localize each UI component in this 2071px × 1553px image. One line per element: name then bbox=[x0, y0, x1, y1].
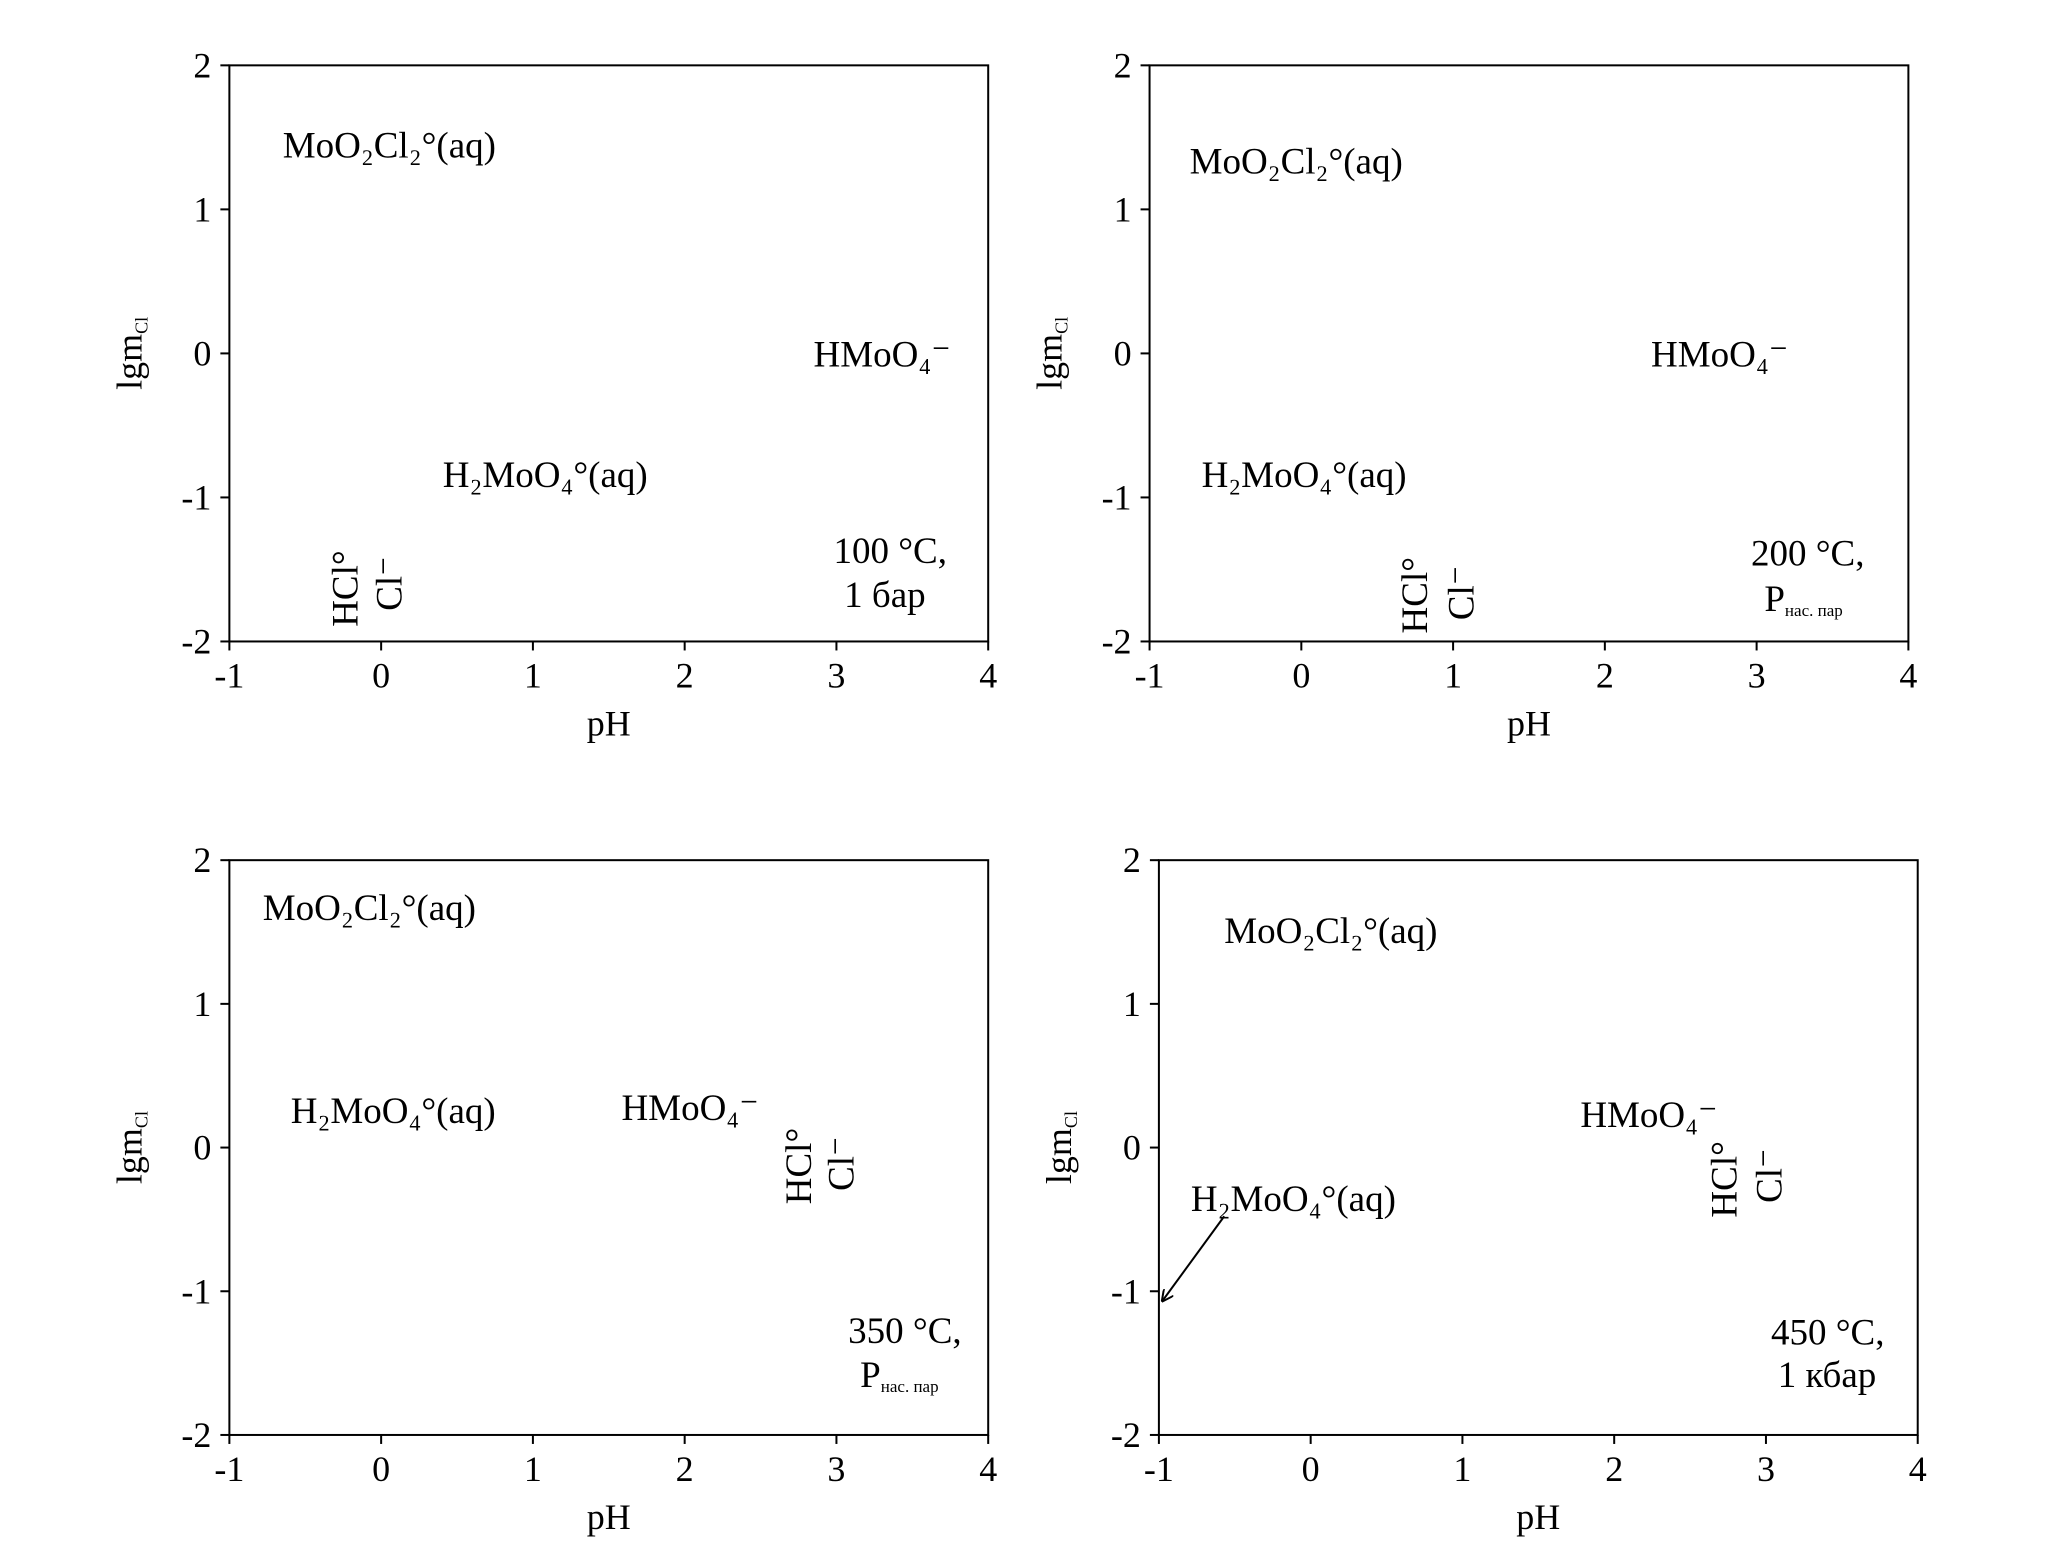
x-axis-title: pH bbox=[587, 703, 631, 743]
x-tick-label: 4 bbox=[1899, 655, 1917, 695]
y-tick-label: 2 bbox=[193, 840, 211, 880]
x-tick-label: 0 bbox=[1302, 1449, 1320, 1489]
annotation: Cl⁻ bbox=[1442, 566, 1483, 621]
y-tick-label: -1 bbox=[1111, 1271, 1141, 1311]
y-tick-label: 1 bbox=[1114, 189, 1132, 229]
annotation-main: P bbox=[1764, 579, 1785, 620]
y-tick-label: 2 bbox=[1114, 45, 1132, 85]
y-tick-label: -2 bbox=[181, 621, 211, 661]
annotation: H₂MoO₄°(aq) bbox=[443, 455, 648, 496]
x-tick-label: 4 bbox=[1909, 1449, 1927, 1489]
x-tick-label: 1 bbox=[1444, 655, 1462, 695]
annotation: 1 бар bbox=[844, 575, 926, 616]
y-axis-title-sub: Cl bbox=[131, 1111, 151, 1128]
y-tick-label: 0 bbox=[1123, 1128, 1141, 1168]
y-axis-title-sub: Cl bbox=[131, 317, 151, 334]
annotation-main: P bbox=[860, 1355, 881, 1396]
x-tick-label: 2 bbox=[676, 655, 694, 695]
y-axis-title-sub: Cl bbox=[1061, 1111, 1081, 1128]
annotation: MoO₂Cl₂°(aq) bbox=[263, 888, 476, 929]
y-axis-title-main: lgm bbox=[1030, 334, 1070, 390]
y-axis-title-sub: Cl bbox=[1052, 317, 1072, 334]
y-tick-label: 1 bbox=[1123, 984, 1141, 1024]
x-tick-label: -1 bbox=[214, 1449, 244, 1489]
x-tick-label: -1 bbox=[1144, 1449, 1174, 1489]
x-tick-label: -1 bbox=[214, 655, 244, 695]
panel: -1 0 1 2 3 4-2-1012pHlgmClMoO₂Cl₂°(aq)H₂MoO₄°… bbox=[1030, 45, 1918, 743]
x-tick-label: 1 bbox=[524, 655, 542, 695]
y-axis-title-main: lgm bbox=[109, 1128, 149, 1184]
y-axis-title: lgmCl bbox=[1039, 1111, 1081, 1184]
annotation: Pнас. пар bbox=[860, 1355, 938, 1396]
annotation: MoO₂Cl₂°(aq) bbox=[1224, 911, 1437, 952]
y-tick-label: -2 bbox=[1102, 621, 1132, 661]
annotation-sub: нас. пар bbox=[881, 1377, 939, 1396]
annotation: Cl⁻ bbox=[822, 1136, 863, 1191]
y-tick-label: 1 bbox=[193, 189, 211, 229]
y-axis-title: lgmCl bbox=[1030, 317, 1072, 390]
x-tick-label: 3 bbox=[1757, 1449, 1775, 1489]
annotation: Cl⁻ bbox=[369, 556, 410, 611]
y-tick-label: -2 bbox=[1111, 1415, 1141, 1455]
x-tick-label: 4 bbox=[979, 655, 997, 695]
x-tick-label: 3 bbox=[827, 655, 845, 695]
x-tick-label: 3 bbox=[827, 1449, 845, 1489]
x-tick-label: 2 bbox=[1596, 655, 1614, 695]
y-tick-label: 0 bbox=[193, 1128, 211, 1168]
x-tick-label: 0 bbox=[1292, 655, 1310, 695]
annotation: 350 °C, bbox=[848, 1311, 961, 1352]
y-tick-label: -1 bbox=[181, 477, 211, 517]
annotation: HCl° bbox=[1704, 1141, 1745, 1217]
x-tick-label: 4 bbox=[979, 1449, 997, 1489]
annotation: MoO₂Cl₂°(aq) bbox=[1190, 141, 1403, 182]
x-tick-label: -1 bbox=[1135, 655, 1165, 695]
annotation: 200 °C, bbox=[1751, 533, 1864, 574]
x-tick-label: 0 bbox=[372, 655, 390, 695]
panel: -1 0 1 2 3 4-2-1012pHlgmClMoO₂Cl₂°(aq)H₂MoO₄°… bbox=[1039, 840, 1927, 1537]
annotation: 1 кбар bbox=[1778, 1355, 1877, 1396]
y-tick-label: 0 bbox=[193, 333, 211, 373]
annotation: 100 °C, bbox=[834, 531, 947, 572]
annotation: H₂MoO₄°(aq) bbox=[1202, 455, 1407, 496]
x-tick-label: 2 bbox=[676, 1449, 694, 1489]
annotation: MoO₂Cl₂°(aq) bbox=[283, 125, 496, 166]
y-tick-label: 2 bbox=[1123, 840, 1141, 880]
x-tick-label: 1 bbox=[1453, 1449, 1471, 1489]
annotation: HCl° bbox=[779, 1128, 820, 1204]
annotation: 450 °C, bbox=[1771, 1312, 1884, 1353]
annotation: HMoO₄⁻ bbox=[813, 335, 950, 376]
x-axis-title: pH bbox=[587, 1497, 631, 1537]
y-tick-label: -1 bbox=[181, 1271, 211, 1311]
annotation: HCl° bbox=[1395, 557, 1436, 633]
annotation: HMoO₄⁻ bbox=[621, 1088, 758, 1129]
annotation: HCl° bbox=[325, 550, 366, 626]
annotation-sub: нас. пар bbox=[1785, 601, 1843, 620]
annotation: Cl⁻ bbox=[1750, 1148, 1791, 1203]
annotation: Pнас. пар bbox=[1764, 579, 1842, 620]
y-tick-label: 2 bbox=[193, 45, 211, 85]
x-axis-title: pH bbox=[1516, 1497, 1560, 1537]
x-tick-label: 1 bbox=[524, 1449, 542, 1489]
panel: -1 0 1 2 3 4-2-1012pHlgmClMoO₂Cl₂°(aq)H₂MoO₄°… bbox=[109, 840, 997, 1537]
y-tick-label: -2 bbox=[181, 1415, 211, 1455]
x-tick-label: 3 bbox=[1748, 655, 1766, 695]
y-axis-title-main: lgm bbox=[109, 334, 149, 390]
annotation: H₂MoO₄°(aq) bbox=[291, 1091, 496, 1132]
y-axis-title: lgmCl bbox=[109, 1111, 151, 1184]
x-tick-label: 0 bbox=[372, 1449, 390, 1489]
annotation: HMoO₄⁻ bbox=[1651, 335, 1788, 376]
x-axis-title: pH bbox=[1507, 703, 1551, 743]
annotation: H₂MoO₄°(aq) bbox=[1191, 1179, 1396, 1220]
y-tick-label: 0 bbox=[1114, 333, 1132, 373]
y-tick-label: -1 bbox=[1102, 477, 1132, 517]
y-axis-title-main: lgm bbox=[1039, 1128, 1079, 1184]
y-axis-title: lgmCl bbox=[109, 317, 151, 390]
x-tick-label: 2 bbox=[1605, 1449, 1623, 1489]
annotation-arrow bbox=[1163, 1215, 1226, 1300]
annotation: HMoO₄⁻ bbox=[1580, 1095, 1717, 1136]
panel: -1 0 1 2 3 4-2-1012pHlgmClMoO₂Cl₂°(aq)H₂MoO₄°… bbox=[109, 45, 997, 743]
y-tick-label: 1 bbox=[193, 984, 211, 1024]
